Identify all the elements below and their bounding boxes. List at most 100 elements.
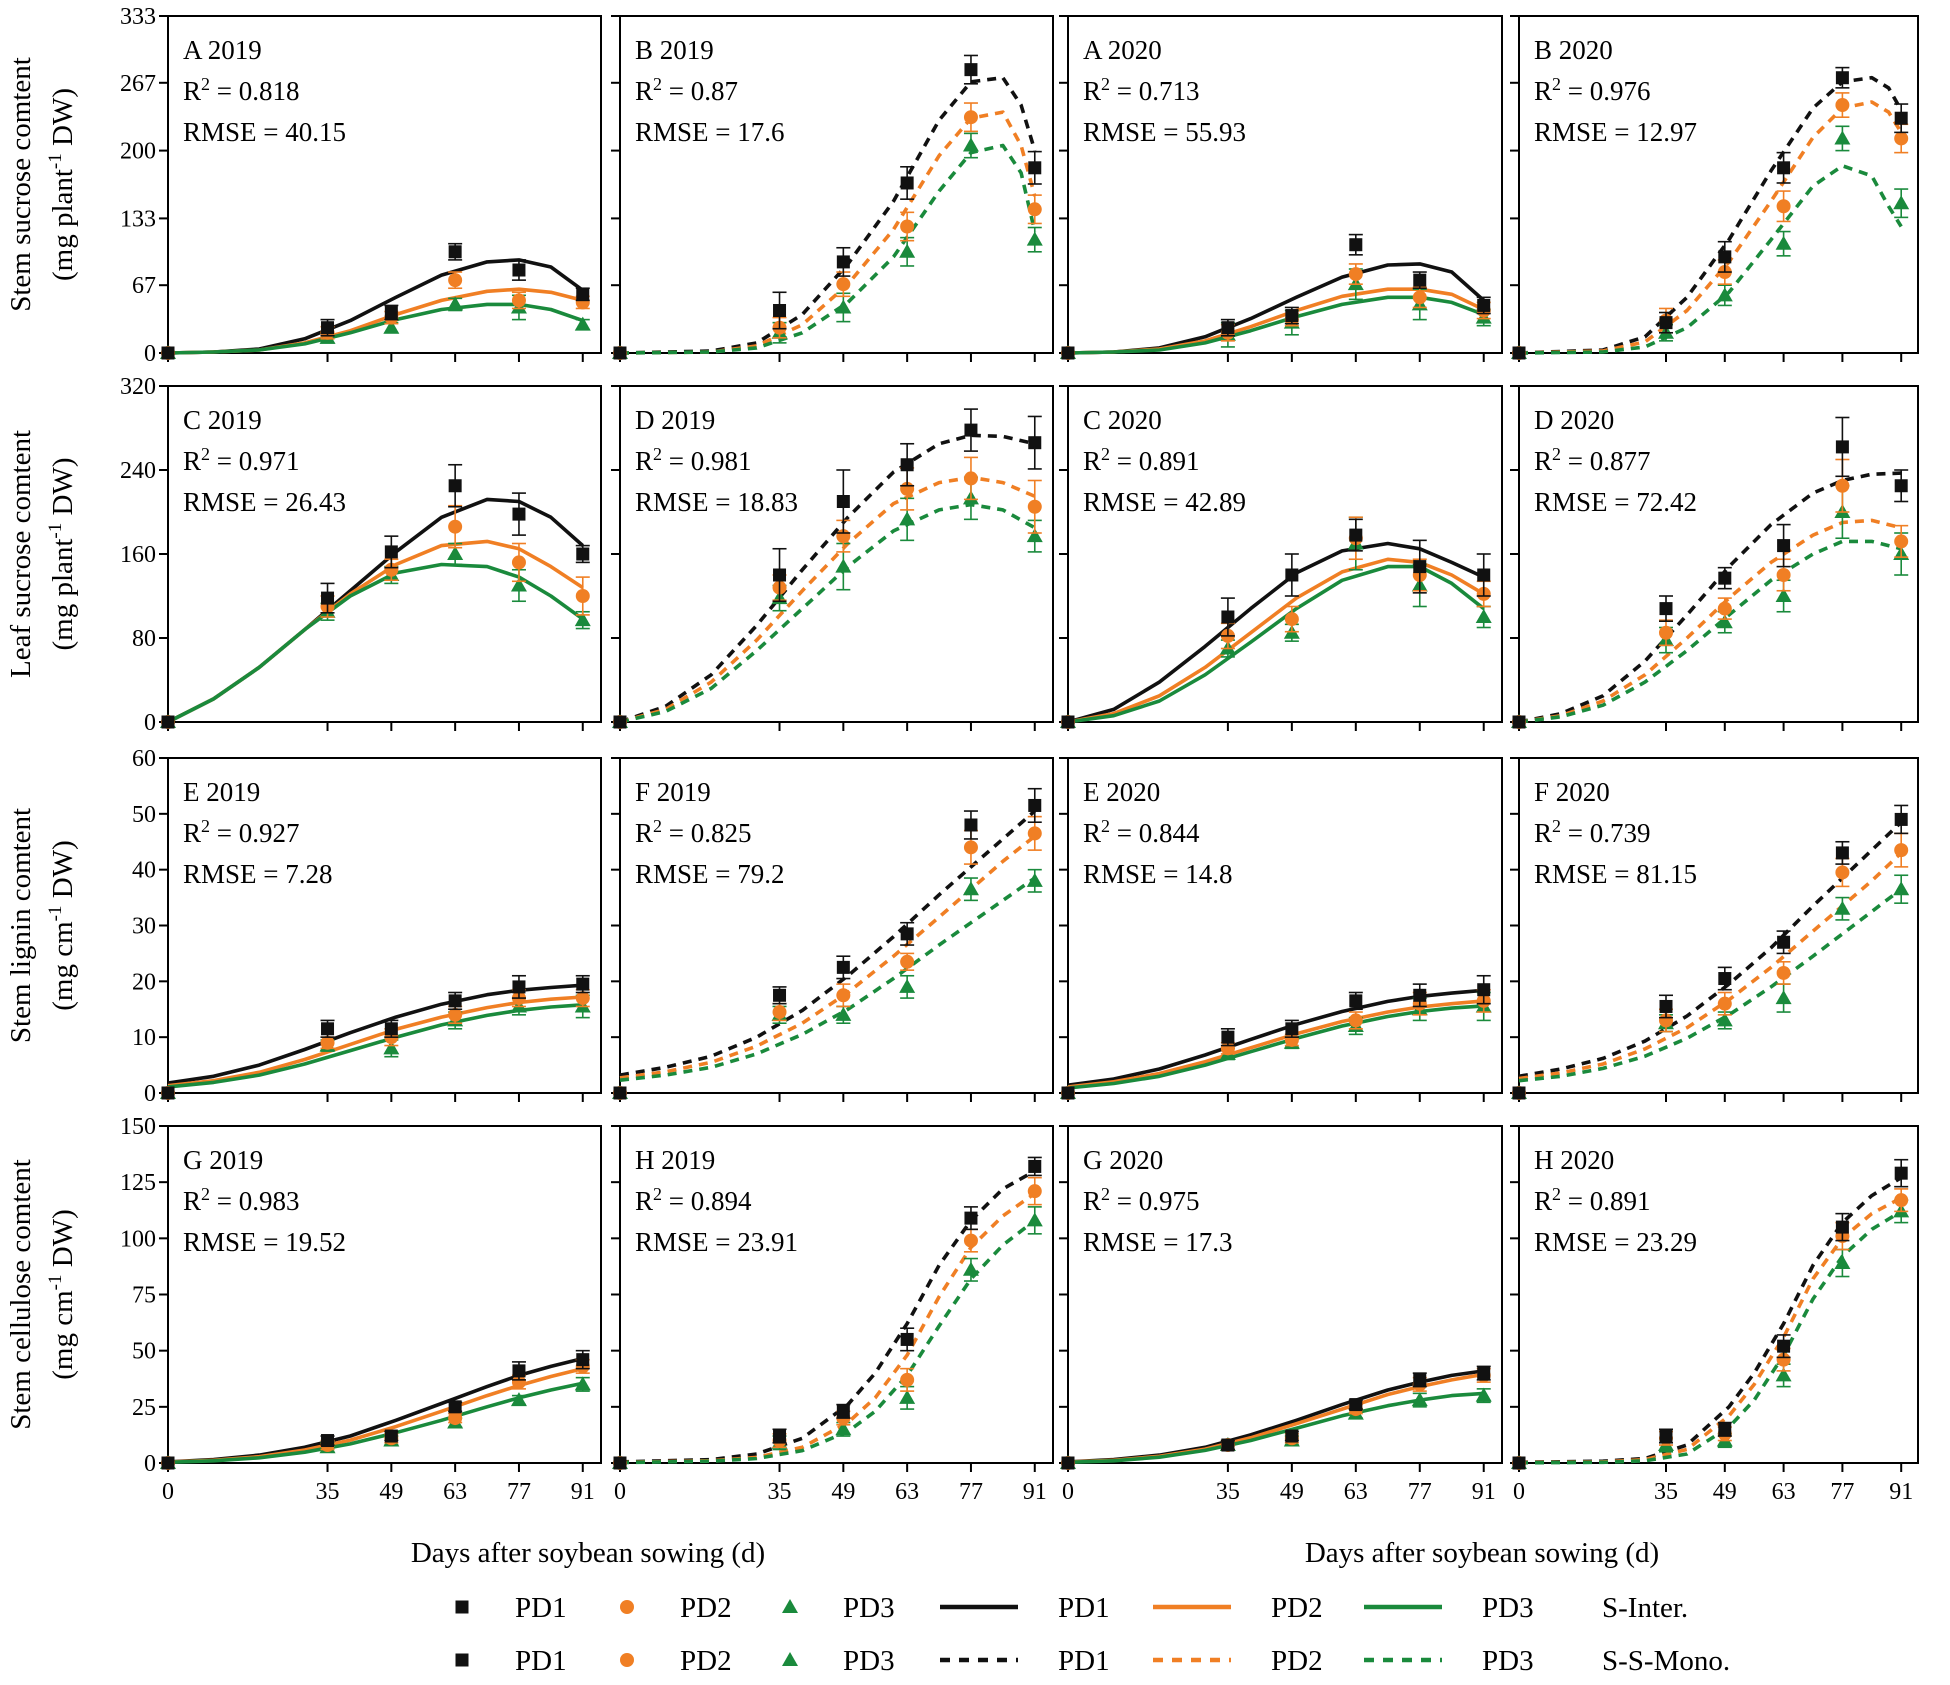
data-point-pd3 bbox=[574, 1376, 591, 1391]
data-point-pd1 bbox=[964, 423, 978, 437]
data-point-pd1 bbox=[161, 1456, 175, 1470]
data-point-pd1 bbox=[321, 321, 335, 335]
data-point-pd3 bbox=[1775, 235, 1792, 250]
x-tick-label: 63 bbox=[895, 1479, 919, 1505]
y-axis-label-row-2: Leaf sucrose comtent (mg plant-1 DW) bbox=[5, 430, 79, 678]
data-point-pd2 bbox=[1835, 98, 1850, 113]
data-point-pd2 bbox=[1284, 612, 1299, 627]
legend: PD1 PD2 PD3 PD1 PD2 PD3 S-Inter. PD1 PD2 PD3 PD1 PD… bbox=[455, 1592, 1730, 1677]
data-point-pd1 bbox=[384, 1022, 398, 1036]
data-point-pd1 bbox=[384, 1429, 398, 1443]
rmse-label: RMSE = 17.3 bbox=[1083, 1227, 1233, 1257]
y-axis-units: (mg plant-1 DW) bbox=[45, 457, 79, 650]
data-point-pd1 bbox=[448, 994, 462, 1008]
data-point-pd2 bbox=[1348, 267, 1363, 282]
panel-title: A 2019 bbox=[183, 35, 262, 65]
y-tick-label: 67 bbox=[132, 273, 156, 299]
data-point-pd1 bbox=[1659, 602, 1673, 616]
data-point-pd3 bbox=[1475, 1387, 1492, 1402]
fit-curve-pd3 bbox=[1067, 564, 1485, 724]
data-point-pd1 bbox=[1718, 571, 1732, 585]
r-squared-label: R2 = 0.981 bbox=[635, 444, 752, 476]
rmse-label: RMSE = 17.6 bbox=[635, 117, 785, 147]
x-axis-label-right: Days after soybean sowing (d) bbox=[1305, 1537, 1659, 1569]
data-point-pd1 bbox=[1349, 528, 1363, 542]
data-point-pd1 bbox=[1512, 1456, 1526, 1470]
panel-title: B 2019 bbox=[635, 35, 714, 65]
legend-marker-pd2 bbox=[620, 1600, 634, 1614]
y-tick-label: 0 bbox=[144, 1081, 156, 1107]
x-tick-label: 91 bbox=[571, 1479, 595, 1505]
data-point-pd1 bbox=[1349, 994, 1363, 1008]
data-point-pd3 bbox=[1775, 588, 1792, 602]
legend-line-label-pd3: PD3 bbox=[1482, 1592, 1534, 1624]
r-squared-label: R2 = 0.983 bbox=[183, 1184, 300, 1216]
panel-d-2020: D 2020 R2 = 0.877 RMSE = 72.42 bbox=[1510, 385, 1919, 731]
legend-line-label-pd1: PD1 bbox=[1058, 1645, 1110, 1677]
y-axis-label-row-4: Stem cellulose comtent (mg cm-1 DW) bbox=[5, 1159, 79, 1430]
data-point-pd1 bbox=[448, 1400, 462, 1414]
fit-curve-pd2 bbox=[1067, 557, 1485, 724]
r-squared-label: R2 = 0.971 bbox=[183, 444, 300, 476]
legend-marker-pd2 bbox=[620, 1653, 634, 1667]
data-point-pd1 bbox=[1413, 560, 1427, 574]
data-point-pd1 bbox=[1894, 1166, 1908, 1180]
data-point-pd2 bbox=[1027, 1184, 1042, 1199]
fit-curve-pd3 bbox=[619, 502, 1036, 724]
data-point-pd1 bbox=[1028, 1159, 1042, 1173]
panel-title: G 2019 bbox=[183, 1145, 263, 1175]
data-point-pd1 bbox=[161, 346, 175, 360]
data-point-pd1 bbox=[1835, 846, 1849, 860]
data-point-pd3 bbox=[383, 1040, 400, 1055]
data-point-pd3 bbox=[574, 612, 591, 627]
panel-title: F 2019 bbox=[635, 777, 711, 807]
data-point-pd3 bbox=[835, 299, 852, 314]
data-point-pd2 bbox=[1717, 996, 1732, 1011]
panel-frame bbox=[1518, 385, 1919, 723]
panel-c-2020: C 2020 R2 = 0.891 RMSE = 42.89 bbox=[1059, 385, 1503, 731]
r-squared-label: R2 = 0.891 bbox=[1534, 1184, 1651, 1216]
y-tick-label: 10 bbox=[132, 1025, 156, 1051]
y-tick-label: 75 bbox=[132, 1283, 156, 1309]
y-axis-title: Stem cellulose comtent bbox=[5, 1159, 37, 1430]
data-point-pd3 bbox=[1026, 231, 1043, 246]
data-point-pd3 bbox=[835, 1421, 852, 1436]
panel-frame bbox=[1067, 1125, 1503, 1464]
data-point-pd1 bbox=[1285, 1022, 1299, 1036]
panel-frame bbox=[619, 15, 1054, 354]
y-axis-units: (mg cm-1 DW) bbox=[45, 1209, 79, 1379]
y-tick-label: 0 bbox=[144, 341, 156, 367]
data-point-pd3 bbox=[1026, 528, 1043, 543]
data-point-pd2 bbox=[1894, 1193, 1909, 1208]
data-point-pd3 bbox=[1475, 609, 1492, 623]
x-tick-label: 49 bbox=[379, 1479, 403, 1505]
data-point-pd3 bbox=[1716, 1012, 1733, 1027]
x-tick-label: 91 bbox=[1472, 1479, 1496, 1505]
y-axis-title: Stem lignin comtent bbox=[5, 808, 37, 1043]
data-point-pd1 bbox=[613, 1456, 627, 1470]
data-point-pd2 bbox=[900, 954, 915, 969]
panel-title: G 2020 bbox=[1083, 1145, 1163, 1175]
y-tick-label: 0 bbox=[144, 1451, 156, 1477]
data-point-pd2 bbox=[384, 562, 399, 577]
y-tick-label: 160 bbox=[120, 542, 156, 568]
data-point-pd1 bbox=[1894, 812, 1908, 826]
legend-marker-pd3 bbox=[782, 1652, 798, 1666]
panel-b-2020: B 2020 R2 = 0.976 RMSE = 12.97 bbox=[1510, 15, 1919, 362]
data-point-pd1 bbox=[773, 988, 787, 1002]
data-point-pd1 bbox=[321, 1434, 335, 1448]
x-tick-label: 77 bbox=[507, 1479, 531, 1505]
legend-label-pd3: PD3 bbox=[843, 1592, 895, 1624]
data-point-pd3 bbox=[1893, 881, 1910, 896]
data-point-pd2 bbox=[448, 1007, 463, 1022]
data-point-pd1 bbox=[1285, 309, 1299, 323]
data-point-pd1 bbox=[1894, 111, 1908, 125]
panel-c-2019: 0 80 160 240 320 C 2019 R2 = 0.971 RMSE = 26.43 bbox=[120, 374, 602, 736]
data-point-pd1 bbox=[964, 63, 978, 77]
data-point-pd3 bbox=[1775, 990, 1792, 1005]
data-point-pd1 bbox=[576, 547, 590, 561]
rmse-label: RMSE = 12.97 bbox=[1534, 117, 1697, 147]
y-tick-label: 150 bbox=[120, 1114, 156, 1140]
data-point-pd1 bbox=[613, 1086, 627, 1100]
data-point-pd1 bbox=[1777, 935, 1791, 949]
